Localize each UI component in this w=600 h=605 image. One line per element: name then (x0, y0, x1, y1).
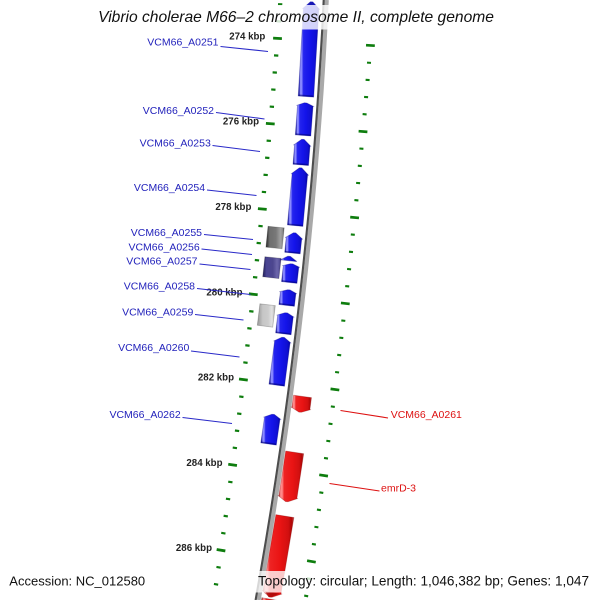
svg-text:Accession: NC_012580: Accession: NC_012580 (9, 574, 145, 589)
svg-text:284 kbp: 284 kbp (186, 458, 222, 469)
svg-text:VCM66_A0257: VCM66_A0257 (126, 256, 197, 268)
svg-text:280 kbp: 280 kbp (206, 287, 242, 298)
svg-text:VCM66_A0251: VCM66_A0251 (147, 36, 218, 48)
svg-text:282 kbp: 282 kbp (198, 373, 234, 384)
svg-text:VCM66_A0258: VCM66_A0258 (124, 280, 195, 292)
svg-text:274 kbp: 274 kbp (229, 31, 265, 42)
svg-text:276 kbp: 276 kbp (223, 117, 259, 128)
svg-text:Vibrio cholerae M66–2 chromoso: Vibrio cholerae M66–2 chromosome II, com… (98, 9, 494, 26)
svg-text:VCM66_A0261: VCM66_A0261 (391, 409, 462, 421)
svg-text:VCM66_A0254: VCM66_A0254 (134, 182, 205, 194)
svg-text:286 kbp: 286 kbp (176, 543, 212, 554)
svg-text:VCM66_A0260: VCM66_A0260 (118, 342, 189, 354)
svg-text:VCM66_A0256: VCM66_A0256 (128, 241, 199, 253)
svg-text:VCM66_A0253: VCM66_A0253 (140, 138, 211, 150)
svg-text:VCM66_A0252: VCM66_A0252 (143, 105, 214, 117)
svg-text:VCM66_A0259: VCM66_A0259 (122, 307, 193, 319)
svg-text:VCM66_A0255: VCM66_A0255 (131, 227, 202, 239)
svg-text:278 kbp: 278 kbp (215, 202, 251, 213)
svg-text:Topology: circular; Length: 1,: Topology: circular; Length: 1,046,382 bp… (258, 574, 589, 589)
svg-text:emrD-3: emrD-3 (381, 483, 416, 495)
svg-text:VCM66_A0262: VCM66_A0262 (109, 409, 180, 421)
